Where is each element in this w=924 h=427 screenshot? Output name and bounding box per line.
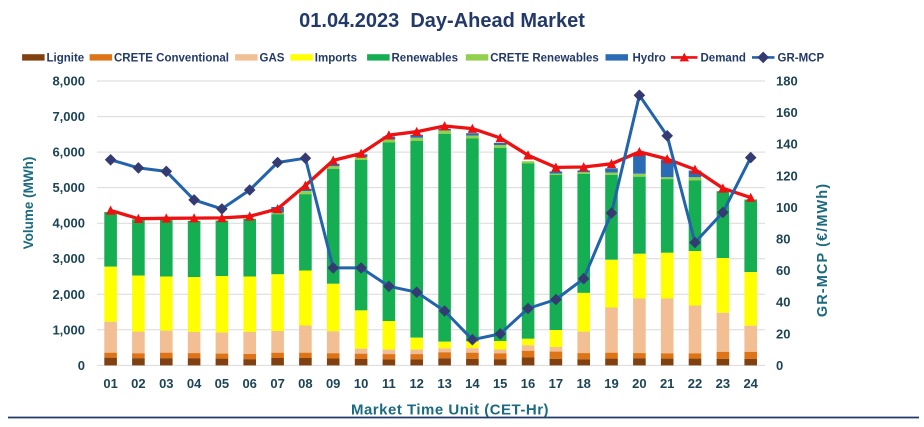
svg-text:GR-MCP: GR-MCP bbox=[778, 53, 825, 65]
svg-text:Lignite: Lignite bbox=[47, 53, 85, 65]
svg-text:02: 02 bbox=[131, 376, 145, 391]
svg-text:GR-MCP (€/MWh): GR-MCP (€/MWh) bbox=[815, 183, 831, 317]
svg-text:3,000: 3,000 bbox=[52, 251, 85, 266]
svg-text:7,000: 7,000 bbox=[52, 109, 85, 124]
svg-text:2,000: 2,000 bbox=[52, 287, 85, 302]
svg-text:22: 22 bbox=[688, 376, 702, 391]
svg-text:01.04.2023 Day-Ahead Market: 01.04.2023 Day-Ahead Market bbox=[299, 10, 585, 32]
svg-text:CRETE Renewables: CRETE Renewables bbox=[490, 53, 599, 65]
svg-text:18: 18 bbox=[576, 376, 590, 391]
svg-text:60: 60 bbox=[776, 263, 790, 278]
svg-text:120: 120 bbox=[776, 168, 798, 183]
svg-text:21: 21 bbox=[660, 376, 674, 391]
svg-text:11: 11 bbox=[382, 376, 396, 391]
svg-text:19: 19 bbox=[604, 376, 618, 391]
svg-text:GAS: GAS bbox=[260, 53, 285, 65]
svg-text:6,000: 6,000 bbox=[52, 145, 85, 160]
svg-text:Renewables: Renewables bbox=[392, 53, 458, 65]
svg-text:4,000: 4,000 bbox=[52, 216, 85, 231]
svg-text:180: 180 bbox=[776, 74, 798, 89]
svg-text:140: 140 bbox=[776, 137, 798, 152]
svg-text:160: 160 bbox=[776, 105, 798, 120]
svg-text:08: 08 bbox=[298, 376, 312, 391]
svg-text:12: 12 bbox=[409, 376, 423, 391]
svg-text:04: 04 bbox=[187, 376, 202, 391]
svg-text:06: 06 bbox=[242, 376, 256, 391]
svg-text:0: 0 bbox=[78, 358, 85, 373]
svg-text:0: 0 bbox=[776, 358, 783, 373]
svg-text:80: 80 bbox=[776, 232, 790, 247]
svg-text:Demand: Demand bbox=[701, 53, 746, 65]
svg-text:01: 01 bbox=[103, 376, 117, 391]
svg-text:Volume (MWh): Volume (MWh) bbox=[21, 157, 36, 250]
svg-text:14: 14 bbox=[465, 376, 480, 391]
svg-text:Hydro: Hydro bbox=[633, 53, 666, 65]
svg-text:09: 09 bbox=[326, 376, 340, 391]
svg-text:05: 05 bbox=[215, 376, 229, 391]
svg-text:8,000: 8,000 bbox=[52, 74, 85, 89]
svg-text:100: 100 bbox=[776, 200, 798, 215]
svg-text:Market Time Unit (CET-Hr): Market Time Unit (CET-Hr) bbox=[351, 402, 549, 419]
svg-text:23: 23 bbox=[716, 376, 730, 391]
svg-text:5,000: 5,000 bbox=[52, 180, 85, 195]
svg-text:07: 07 bbox=[270, 376, 284, 391]
svg-text:15: 15 bbox=[493, 376, 507, 391]
svg-text:17: 17 bbox=[549, 376, 563, 391]
svg-text:Imports: Imports bbox=[315, 53, 357, 65]
svg-text:10: 10 bbox=[354, 376, 368, 391]
svg-text:24: 24 bbox=[743, 376, 758, 391]
svg-text:CRETE Conventional: CRETE Conventional bbox=[114, 53, 229, 65]
svg-text:1,000: 1,000 bbox=[52, 322, 85, 337]
svg-text:13: 13 bbox=[437, 376, 451, 391]
svg-text:16: 16 bbox=[521, 376, 535, 391]
svg-text:20: 20 bbox=[632, 376, 646, 391]
svg-text:20: 20 bbox=[776, 326, 790, 341]
svg-text:03: 03 bbox=[159, 376, 173, 391]
svg-text:40: 40 bbox=[776, 295, 790, 310]
